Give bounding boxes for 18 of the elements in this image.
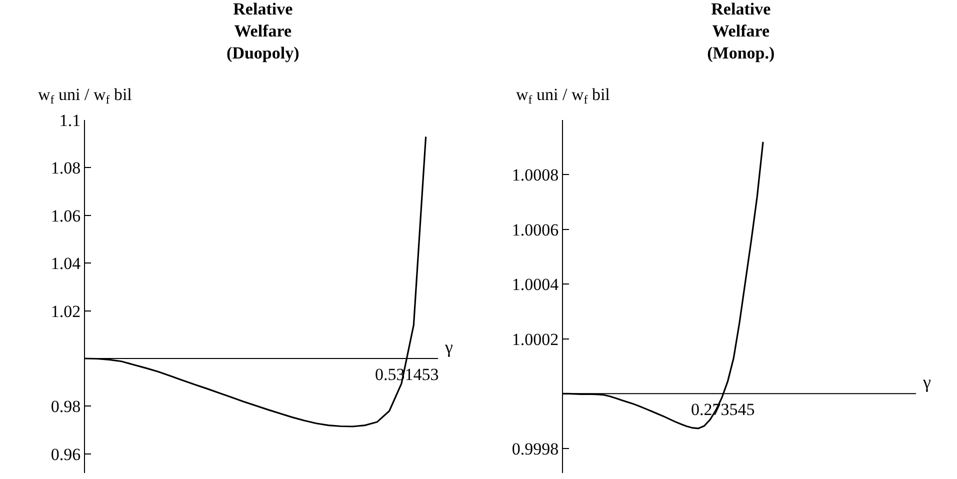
chart-title: Relative Welfare (Duopoly) (226, 0, 300, 63)
y-tick-label: 0.9998 (512, 439, 559, 458)
y-tick-label: 1.06 (50, 206, 81, 226)
x-axis-title: γ (444, 337, 453, 357)
y-tick-label: 1.0004 (512, 275, 560, 294)
y-tick-label: 0.98 (50, 397, 81, 416)
y-tick-label: 1.0008 (512, 166, 559, 185)
chart-title: Relative Welfare (Monop.) (707, 0, 775, 63)
y-tick-label: 1.0002 (512, 330, 559, 349)
y-tick-label: 0.96 (50, 444, 81, 464)
y-axis-title: w$_{f}$ uni / w$_{f}$ bil (516, 85, 610, 107)
y-tick-label: 1.08 (50, 158, 81, 178)
x-axis-title: γ (922, 372, 931, 392)
y-tick-label: 1.1 (59, 110, 81, 130)
y-tick-label: 1.02 (50, 302, 81, 321)
y-axis-title: w$_{f}$ uni / w$_{f}$ bil (38, 85, 132, 107)
y-tick-label: 1.04 (50, 254, 82, 274)
y-tick-label: 1.0006 (512, 220, 559, 240)
